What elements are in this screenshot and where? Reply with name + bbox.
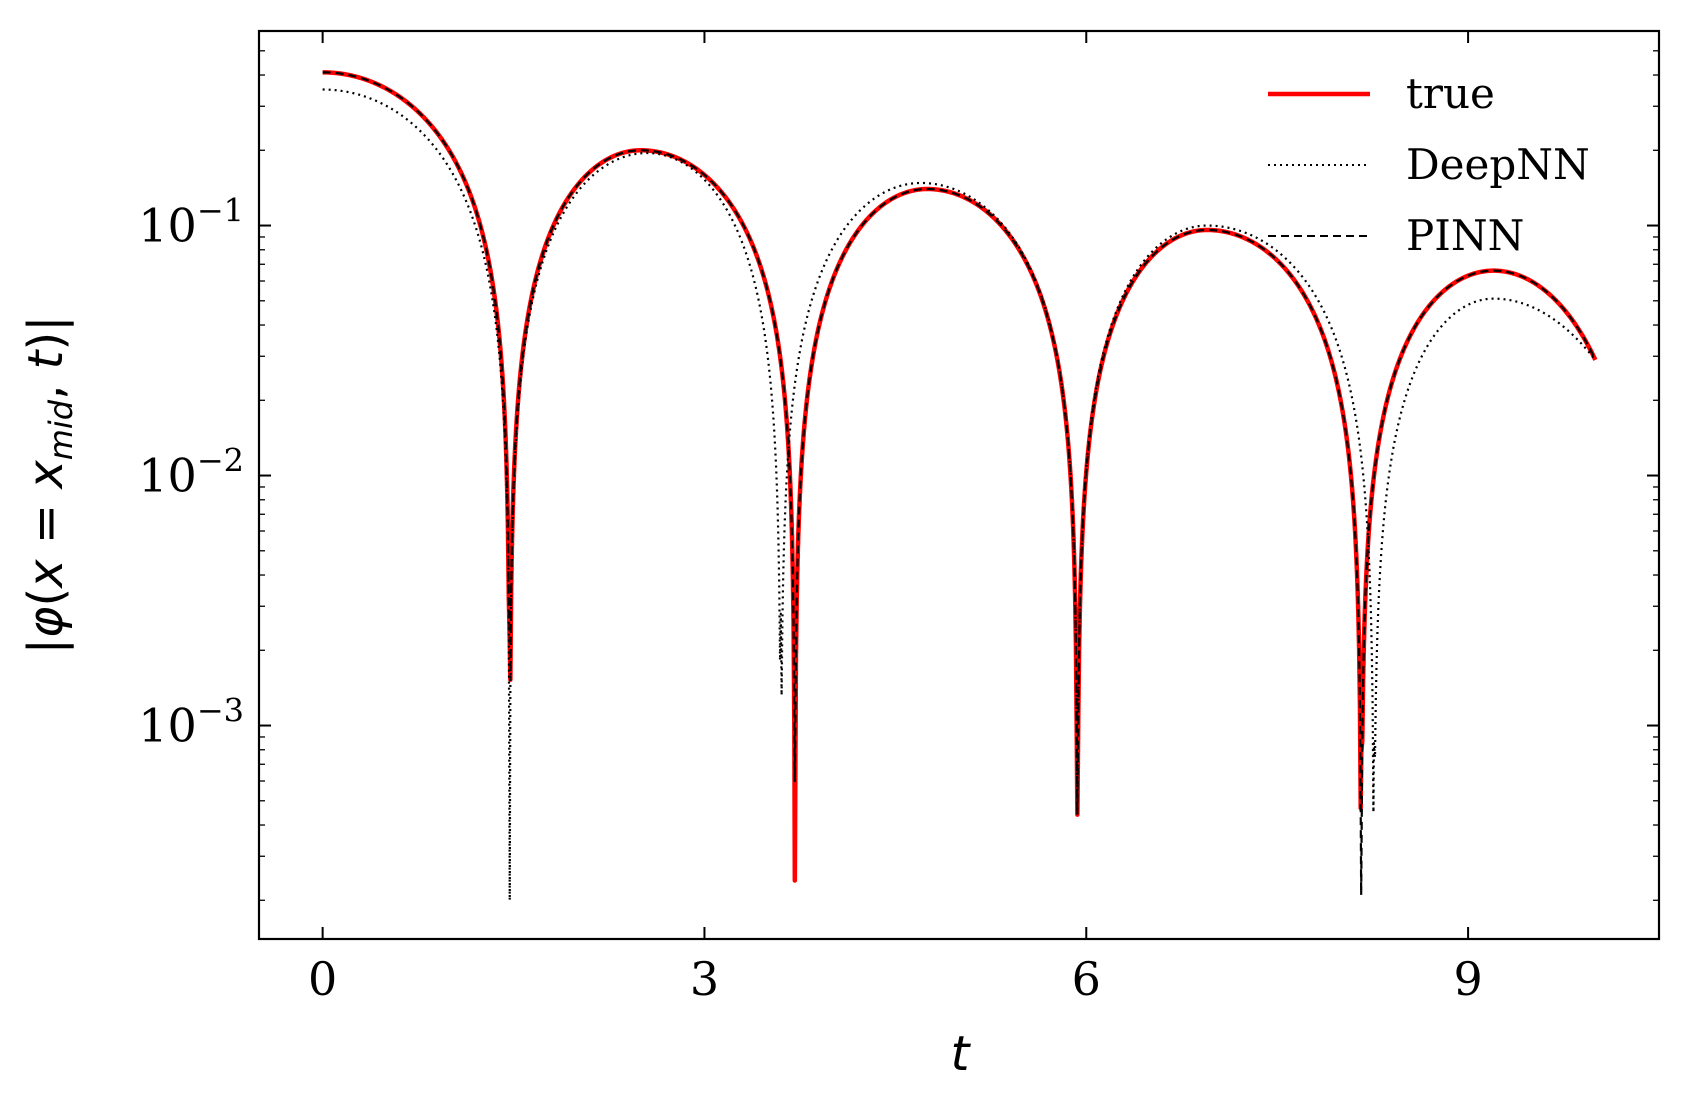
y-label-equals: = <box>18 489 74 560</box>
legend: true DeepNN PINN <box>1268 69 1590 260</box>
y-label-open: | <box>18 638 74 654</box>
x-tick-label: 0 <box>308 952 337 1006</box>
y-label-sub: mid <box>42 399 80 460</box>
series-layer <box>321 70 1598 902</box>
y-label-x: x <box>18 559 74 590</box>
series-line-deepnn <box>322 88 1597 902</box>
x-tick-label: 6 <box>1072 952 1101 1006</box>
y-label-t: t <box>18 348 74 369</box>
y-tick-label: 10−1 <box>138 192 244 253</box>
series-line-pinn <box>322 71 1597 897</box>
legend-label-deepnn: DeepNN <box>1406 140 1590 189</box>
y-label-close: )| <box>18 316 74 351</box>
x-tick-label: 3 <box>690 952 719 1006</box>
plot-frame <box>257 29 1661 941</box>
y-label-phi: φ <box>18 606 74 638</box>
x-axis-label: t <box>951 1026 972 1082</box>
y-label-comma: , <box>18 369 74 400</box>
x-tick-label: 9 <box>1453 952 1482 1006</box>
y-tick-label: 10−3 <box>138 692 244 753</box>
labels-layer: 0 3 6 9 10−1 10−2 10−3 <box>138 192 1482 1006</box>
legend-label-true: true <box>1406 69 1495 118</box>
legend-label-pinn: PINN <box>1406 211 1524 260</box>
y-axis-label: |φ(x = xmid, t)| <box>18 316 80 655</box>
y-tick-label: 10−2 <box>138 442 244 503</box>
y-label-xmid: x <box>18 460 74 491</box>
y-label-paren: ( <box>18 588 74 607</box>
